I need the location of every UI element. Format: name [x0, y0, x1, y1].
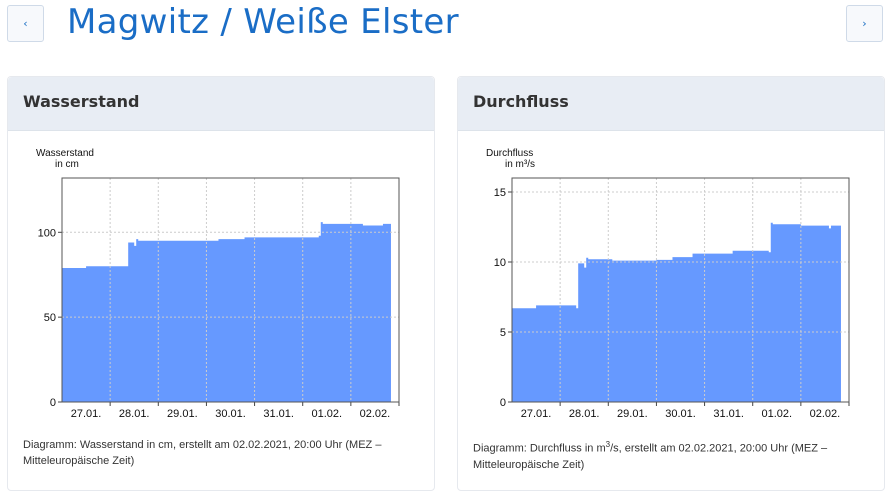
- card-title: Wasserstand: [23, 92, 140, 111]
- chart-caption: Diagramm: Durchfluss in m3/s, erstellt a…: [473, 437, 873, 473]
- x-tick-label: 27.01.: [521, 408, 552, 420]
- y-tick-label: 15: [494, 187, 506, 199]
- chevron-right-icon: ›: [862, 17, 867, 30]
- caption-text: Diagramm: Wasserstand in cm, erstellt am…: [23, 439, 382, 467]
- previous-station-button[interactable]: ‹: [7, 5, 44, 42]
- y-tick-label: 100: [38, 227, 56, 239]
- card-header: Wasserstand: [8, 77, 434, 131]
- y-tick-label: 0: [50, 397, 56, 409]
- y-tick-label: 50: [44, 312, 56, 324]
- x-tick-label: 31.01.: [263, 408, 294, 420]
- durchfluss-chart: 0 5 10 15 27.01. 28.01. 29.01. 30.01. 31.01. 01.0…: [486, 148, 850, 420]
- x-tick-label: 01.02.: [311, 408, 342, 420]
- data-area: [62, 222, 391, 402]
- data-area: [512, 222, 841, 402]
- x-tick-label: 01.02.: [761, 408, 792, 420]
- x-tick-label: 27.01.: [71, 408, 102, 420]
- x-tick-label: 28.01.: [119, 408, 150, 420]
- x-tick-label: 29.01.: [617, 408, 648, 420]
- x-tick-label: 31.01.: [713, 408, 744, 420]
- chart-caption: Diagramm: Wasserstand in cm, erstellt am…: [23, 437, 423, 469]
- caption-text-end: /s, erstellt am 02.02.2021, 20:00 Uhr (M…: [473, 442, 828, 471]
- y-tick-label: 10: [494, 257, 506, 269]
- wasserstand-card: Wasserstand 0 50 100 27.01. 28.01. 29.01. 30.0…: [7, 76, 435, 491]
- page-title: Magwitz / Weiße Elster: [67, 2, 459, 42]
- y-axis-title: Wasserstand: [36, 148, 94, 159]
- y-tick-label: 0: [500, 397, 506, 409]
- next-station-button[interactable]: ›: [846, 5, 883, 42]
- card-header: Durchfluss: [458, 77, 884, 131]
- x-tick-label: 29.01.: [167, 408, 198, 420]
- chevron-left-icon: ‹: [23, 17, 28, 30]
- wasserstand-chart: 0 50 100 27.01. 28.01. 29.01. 30.01. 31.01. 01.0…: [36, 148, 400, 420]
- caption-superscript: 3: [605, 440, 611, 449]
- plot-frame: [511, 177, 850, 403]
- x-tick-label: 02.02.: [360, 408, 391, 420]
- y-axis-unit: in cm: [55, 159, 79, 170]
- y-axis-title: Durchfluss: [486, 148, 533, 159]
- durchfluss-card: Durchfluss 0 5 10 15 27.01. 28.01. 29.01. 30.01…: [457, 76, 885, 491]
- x-tick-label: 30.01.: [215, 408, 246, 420]
- x-tick-label: 28.01.: [569, 408, 600, 420]
- x-tick-label: 02.02.: [810, 408, 841, 420]
- y-axis-unit: in m³/s: [505, 159, 535, 170]
- card-title: Durchfluss: [473, 92, 569, 111]
- x-tick-label: 30.01.: [665, 408, 696, 420]
- caption-text: Diagramm: Durchfluss in m: [473, 442, 606, 455]
- y-tick-label: 5: [500, 327, 506, 339]
- plot-frame: [61, 177, 400, 403]
